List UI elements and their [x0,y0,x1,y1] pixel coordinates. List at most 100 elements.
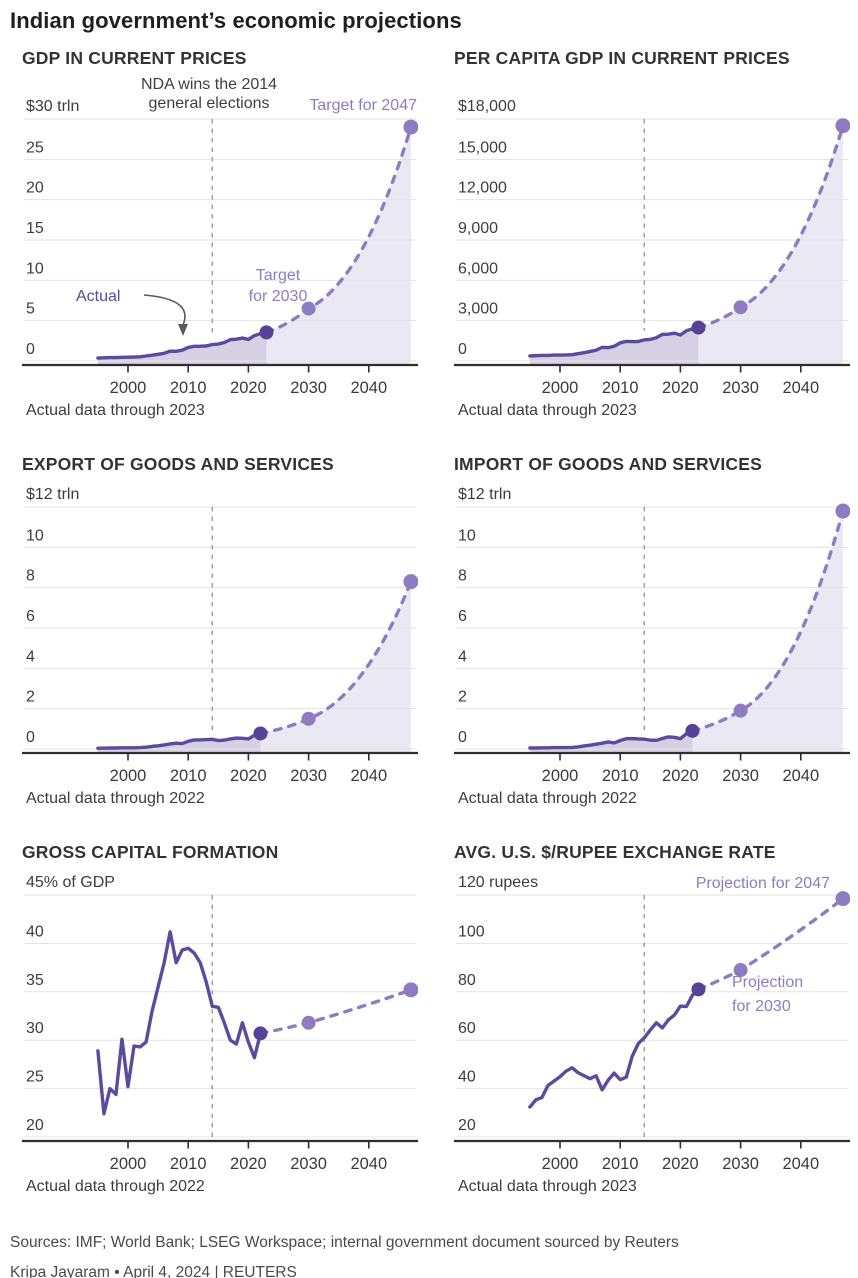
x-tick-label: 2030 [290,1155,327,1173]
projection-2047-dot [835,891,850,907]
y-tick-label: 40 [458,1069,476,1086]
sources-line: Sources: IMF; World Bank; LSEG Workspace… [10,1234,679,1251]
x-tick-label: 2000 [542,1155,579,1173]
projection-2030-dot [733,703,748,718]
projection-line [696,124,845,330]
chart-title: GDP IN CURRENT PRICES [22,48,247,68]
projection-2047-dot [835,118,850,134]
y-tick-label: 10 [26,527,44,544]
y-tick-label: 30 [26,1020,44,1037]
x-tick-label: 2040 [782,1155,819,1173]
projection-2030-dot [301,301,316,316]
chart-caption: Actual data through 2022 [458,790,637,807]
projection-2030-dot [301,1015,316,1030]
x-tick-label: 2040 [350,1155,387,1173]
projection-line [690,509,845,733]
x-tick-label: 2030 [722,1155,759,1173]
y-tick-label: 4 [458,648,467,665]
latest-actual-dot [253,726,268,741]
chart-title: IMPORT OF GOODS AND SERVICES [454,454,762,474]
actual-arrow [143,294,186,326]
latest-actual-dot [691,320,706,335]
y-tick-label: 15,000 [458,139,507,156]
y-axis-unit-label: $12 trln [26,486,79,503]
projection-2047-dot [403,119,418,135]
y-tick-label: 20 [458,1117,476,1134]
x-tick-label: 2040 [782,767,819,785]
x-tick-label: 2020 [662,1155,699,1173]
y-tick-label: 12,000 [458,180,507,197]
chart-title: PER CAPITA GDP IN CURRENT PRICES [454,48,790,68]
chart-plot: 0 2 4 6 8 10 $12 trln 2000 2010 2020 2030 2040 [22,486,418,785]
actual-line [96,930,263,1116]
x-tick-label: 2030 [722,767,759,785]
y-tick-label: 60 [458,1020,476,1037]
x-tick-label: 2000 [110,1155,147,1173]
y-axis-unit-label: $12 trln [458,486,511,503]
actual-line [96,731,263,750]
latest-actual-dot [691,982,706,997]
x-tick-label: 2040 [350,379,387,397]
chart-plot: 0 2 4 6 8 10 $12 trln 2000 2010 2020 2030 2040 [454,486,850,785]
chart-gross-capital-formation: GROSS CAPITAL FORMATION 20 25 30 35 40 45% of… [10,842,418,1198]
y-tick-label: 100 [458,923,485,940]
chart-per-capita-gdp: PER CAPITA GDP IN CURRENT PRICES 0 3,000 6… [418,48,850,422]
x-tick-label: 2040 [782,379,819,397]
annotation-label: Projection for 2047 [696,875,830,892]
y-tick-label: 0 [458,341,467,358]
page-title: Indian government’s economic projections [10,8,462,33]
x-tick-label: 2000 [542,767,579,785]
x-tick-label: 2040 [350,767,387,785]
footer: Sources: IMF; World Bank; LSEG Workspace… [10,1232,850,1278]
projection-area [260,581,411,753]
projection-area [692,511,843,753]
y-tick-label: 8 [458,568,467,585]
y-tick-label: 0 [26,729,35,746]
chart-caption: Actual data through 2022 [26,1178,205,1195]
y-tick-label: 20 [26,180,44,197]
annotation-label: Target [256,267,301,284]
y-tick-label: 20 [26,1117,44,1134]
y-axis-unit-label: $18,000 [458,98,516,115]
annotation-label: for 2030 [249,288,308,305]
y-tick-label: 5 [26,301,35,318]
y-tick-label: 6 [458,608,467,625]
projection-2030-dot [301,711,316,726]
actual-line [528,987,701,1109]
actual-arrow-head [178,324,188,336]
y-tick-label: 10 [26,260,44,277]
y-tick-label: 2 [458,689,467,706]
projection-line [258,988,413,1036]
x-tick-label: 2020 [230,379,267,397]
annotation-label: Projection [732,974,803,991]
chart-caption: Actual data through 2023 [458,1178,637,1195]
y-tick-label: 9,000 [458,220,498,237]
x-tick-label: 2010 [602,767,639,785]
annotation-label: Target for 2047 [309,97,417,114]
y-tick-label: 2 [26,689,35,706]
projection-line [258,579,413,736]
y-tick-label: 25 [26,139,44,156]
projection-line [264,125,413,335]
projection-2030-dot [733,963,748,978]
x-tick-label: 2010 [602,1155,639,1173]
y-tick-label: 80 [458,972,476,989]
x-tick-label: 2030 [722,379,759,397]
y-tick-label: 40 [26,923,44,940]
chart-title: AVG. U.S. $/RUPEE EXCHANGE RATE [454,842,776,862]
x-tick-label: 2030 [290,767,327,785]
y-tick-label: 0 [26,341,35,358]
chart-exchange-rate: AVG. U.S. $/RUPEE EXCHANGE RATE 20 40 60 80… [418,842,850,1198]
chart-caption: Actual data through 2023 [26,402,205,419]
latest-actual-dot [259,325,274,340]
projection-area [266,127,411,365]
y-tick-label: 0 [458,729,467,746]
x-tick-label: 2010 [170,767,207,785]
y-tick-label: 6,000 [458,260,498,277]
y-tick-label: 6 [26,608,35,625]
y-axis-unit-label: 45% of GDP [26,874,115,891]
chart-title: GROSS CAPITAL FORMATION [22,842,279,862]
x-tick-label: 2010 [602,379,639,397]
